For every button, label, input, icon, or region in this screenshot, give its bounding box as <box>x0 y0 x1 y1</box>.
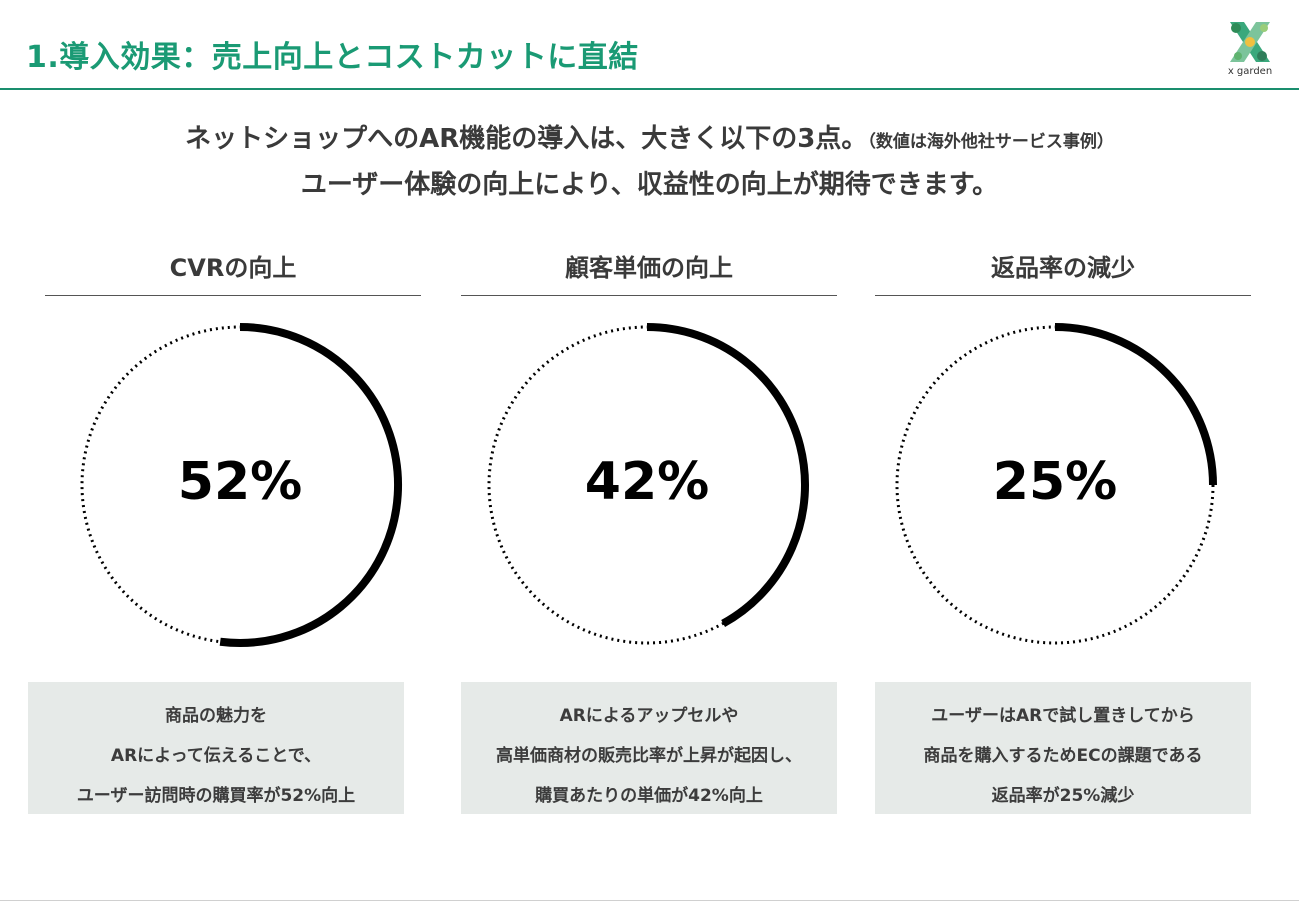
gauge-value: 42% <box>584 452 710 512</box>
gauge-ring <box>487 323 809 645</box>
gauge-value: 52% <box>177 452 303 512</box>
slide-header: 1.導入効果：売上向上とコストカットに直結 x garden <box>0 0 1299 90</box>
desc-line: 商品の魅力を <box>165 706 267 726</box>
footer-divider <box>0 900 1299 901</box>
gauge-value: 25% <box>992 452 1118 512</box>
desc-line: ユーザーはARで試し置きしてから <box>931 706 1195 726</box>
x-leaf-icon <box>1230 22 1270 62</box>
desc-line: ARによって伝えることで、 <box>110 746 322 766</box>
lead-line-1: ネットショップへのAR機能の導入は、大きく以下の3点。（数値は海外他社サービス事… <box>0 118 1299 155</box>
desc-box-unit-price: ARによるアップセルや 高単価商材の販売比率が上昇が起因し、 購買あたりの単価が… <box>461 682 837 814</box>
desc-line: ARによるアップセルや <box>559 706 739 726</box>
desc-line: 高単価商材の販売比率が上昇が起因し、 <box>496 746 802 766</box>
lead-note: （数値は海外他社サービス事例） <box>867 132 1114 152</box>
metric-title-unit-price: 顧客単価の向上 <box>461 248 837 296</box>
lead-line-2: ユーザー体験の向上により、収益性の向上が期待できます。 <box>300 170 999 200</box>
gauge-arc <box>646 323 809 627</box>
desc-box-cvr: 商品の魅力を ARによって伝えることで、 ユーザー訪問時の購買率が52%向上 <box>28 682 404 814</box>
desc-line: ユーザー訪問時の購買率が52%向上 <box>76 786 356 806</box>
metric-title-cvr: CVRの向上 <box>45 248 421 296</box>
desc-line: 購買あたりの単価が42%向上 <box>535 786 763 806</box>
gauge-arc <box>1054 323 1217 486</box>
desc-line: 返品率が25%減少 <box>991 786 1135 806</box>
gauge-cvr: 52% <box>77 322 403 648</box>
gauge-unit-price: 42% <box>484 322 810 648</box>
metric-title-return-rate: 返品率の減少 <box>875 248 1251 296</box>
desc-box-return-rate: ユーザーはARで試し置きしてから 商品を購入するためECの課題である 返品率が2… <box>875 682 1251 814</box>
desc-line: 商品を購入するためECの課題である <box>923 746 1203 766</box>
gauge-ring <box>895 323 1217 645</box>
lead-main-text: ネットショップへのAR機能の導入は、大きく以下の3点。 <box>185 124 868 154</box>
gauge-return-rate: 25% <box>892 322 1218 648</box>
gauge-ring <box>80 323 403 647</box>
logo-text: x garden <box>1227 66 1273 77</box>
gauge-arc <box>219 323 403 647</box>
x-garden-logo: x garden <box>1222 18 1278 80</box>
slide-title: 1.導入効果：売上向上とコストカットに直結 <box>26 40 639 75</box>
